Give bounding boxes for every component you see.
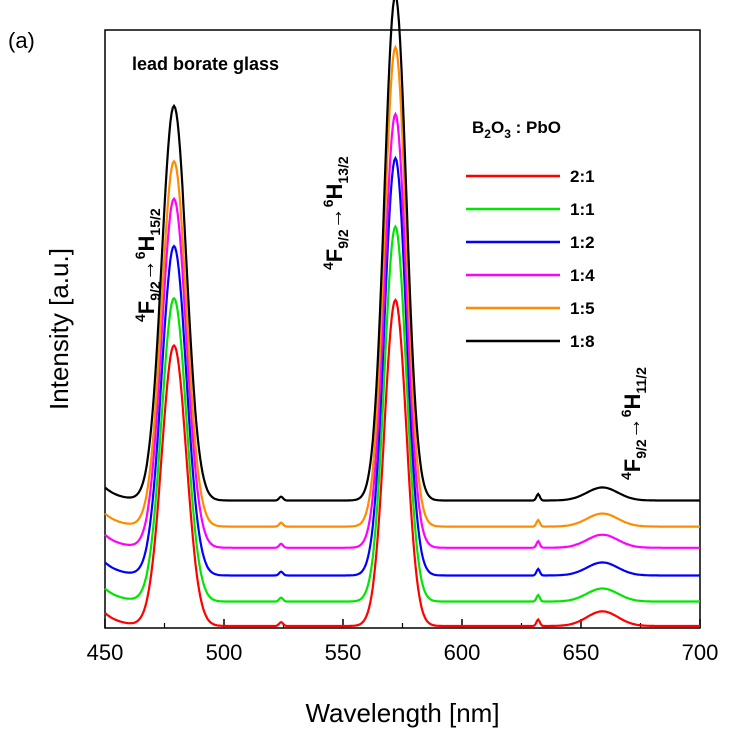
x-tick-label: 700 — [682, 640, 719, 665]
x-tick-label: 500 — [206, 640, 243, 665]
legend-label: 2:1 — [570, 167, 595, 186]
transition-label-11-2: 4F9/2→6H11/2 — [618, 367, 649, 480]
legend-label: 1:2 — [570, 233, 595, 252]
x-tick-label: 650 — [563, 640, 600, 665]
panel-label: (a) — [8, 28, 35, 53]
series-line-1-1 — [104, 224, 700, 603]
series-line-1-4 — [104, 111, 700, 549]
series-line-1-2 — [104, 155, 700, 577]
series-line-2-1 — [104, 297, 700, 628]
chart-title: lead borate glass — [132, 54, 279, 74]
x-tick-label: 600 — [444, 640, 481, 665]
legend-label: 1:1 — [570, 200, 595, 219]
legend: B2O3 : PbO 2:1 1:1 1:2 1:4 1:5 1:8 — [466, 118, 595, 351]
legend-label: 1:4 — [570, 266, 595, 285]
series-group — [104, 0, 700, 628]
transition-label-15-2: 4F9/2→6H15/2 — [132, 208, 163, 322]
legend-label: 1:5 — [570, 299, 595, 318]
legend-title: B2O3 : PbO — [472, 118, 561, 141]
x-tick-label: 550 — [325, 640, 362, 665]
series-line-1-5 — [104, 44, 700, 528]
y-axis-label: Intensity [a.u.] — [44, 248, 74, 410]
series-line-1-8 — [104, 0, 700, 502]
x-axis-label: Wavelength [nm] — [305, 698, 499, 728]
x-tick-label: 450 — [87, 640, 124, 665]
transition-label-13-2: 4F9/2→6H13/2 — [320, 156, 351, 270]
legend-label: 1:8 — [570, 332, 595, 351]
